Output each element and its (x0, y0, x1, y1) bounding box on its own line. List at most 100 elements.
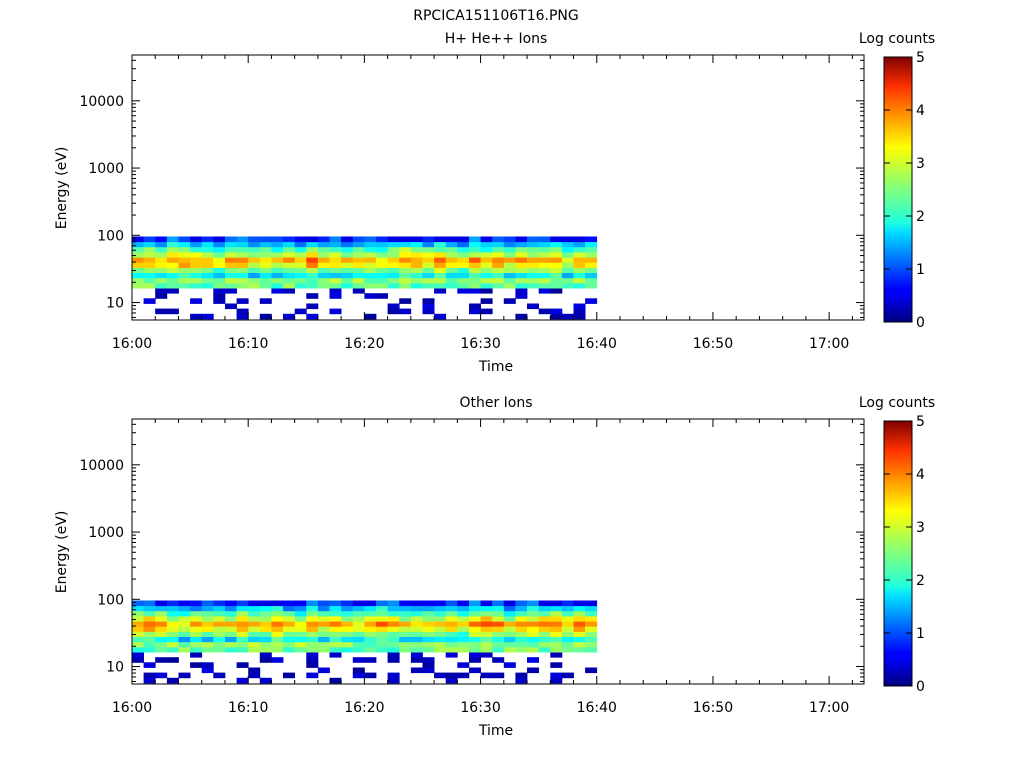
heatmap-cell (422, 657, 435, 663)
heatmap-cell (457, 262, 470, 268)
heatmap-cell (271, 616, 284, 622)
heatmap-cell (469, 272, 481, 279)
heatmap-cell (550, 641, 563, 648)
heatmap-cell (143, 600, 156, 607)
colorbar-label: Log counts (859, 31, 935, 47)
heatmap-cell (259, 262, 272, 268)
heatmap-cell (201, 313, 214, 320)
heatmap-cell (294, 600, 307, 607)
heatmap-cell (225, 631, 237, 637)
x-axis: 16:00 16:10 16:20 16:30 16:40 16:50 17:00 (112, 419, 853, 716)
heatmap-cell (387, 308, 400, 315)
heatmap-cell (538, 626, 551, 632)
heatmap-cell (387, 616, 400, 622)
heatmap-cell (178, 600, 191, 607)
heatmap-cell (503, 631, 516, 637)
heatmap-cell (527, 636, 539, 643)
heatmap-cell (445, 621, 458, 627)
heatmap-cell (317, 267, 330, 273)
heatmap-cell (515, 277, 528, 284)
heatmap-cell (283, 241, 295, 248)
heatmap-cell (306, 626, 319, 632)
heatmap-cell (166, 677, 179, 684)
figure-title: RPCICA151106T16.PNG (413, 8, 578, 24)
heatmap-cell (283, 672, 295, 679)
heatmap-cell (387, 636, 400, 643)
heatmap-cell (503, 600, 516, 607)
heatmap-cell (364, 313, 377, 320)
heatmap-cell (492, 272, 505, 279)
heatmap-cell (271, 636, 284, 643)
heatmap-cell (306, 246, 319, 253)
heatmap-cell (445, 605, 458, 612)
heatmap-cell (283, 262, 295, 268)
heatmap-cell (585, 246, 598, 253)
heatmap-cell (538, 288, 551, 294)
heatmap-cell (480, 621, 493, 627)
heatmap-cell (317, 605, 330, 612)
heatmap-cell (143, 272, 156, 279)
heatmap-cell (561, 636, 574, 643)
heatmap-cell (155, 621, 168, 627)
heatmap-cell (492, 246, 505, 253)
heatmap-cell (259, 236, 272, 243)
heatmap-cell (178, 267, 191, 273)
heatmap-cell (259, 282, 272, 289)
heatmap-cell (561, 605, 574, 612)
heatmap-cell (178, 641, 191, 648)
y-tick-label: 10 (106, 296, 124, 312)
colorbar-tick-label: 4 (916, 467, 925, 483)
heatmap-cell (515, 626, 528, 632)
heatmap-cell (352, 672, 365, 679)
heatmap-cell (143, 241, 156, 248)
heatmap-cell (399, 257, 412, 263)
heatmap-cell (469, 605, 481, 612)
heatmap-cell (422, 600, 435, 607)
heatmap-cell (399, 600, 412, 607)
heatmap-cell (469, 641, 481, 648)
heatmap-cell (480, 277, 493, 284)
heatmap-cell (329, 257, 342, 263)
heatmap-cell (422, 626, 435, 632)
heatmap-cell (515, 252, 528, 258)
heatmap-cell (538, 621, 551, 627)
heatmap-cell (480, 652, 493, 658)
heatmap-cell (271, 252, 284, 258)
heatmap-cell (573, 308, 586, 315)
heatmap-cell (155, 246, 168, 253)
heatmap-cell (387, 303, 400, 310)
heatmap-cell (190, 267, 203, 273)
heatmap-cell (201, 667, 214, 674)
heatmap-cell (329, 241, 342, 248)
heatmap-cell (410, 657, 423, 663)
colorbar-tick-label: 5 (916, 414, 925, 430)
heatmap-cell (527, 631, 539, 637)
heatmap-cell (166, 277, 179, 284)
heatmap-cell (155, 262, 168, 268)
heatmap-cell (376, 257, 388, 263)
heatmap-cell (225, 262, 237, 268)
heatmap-cell (294, 631, 307, 637)
heatmap-cell (434, 313, 447, 320)
heatmap-cell (457, 672, 470, 679)
heatmap-cell (422, 246, 435, 253)
heatmap-cell (259, 267, 272, 273)
heatmap-cell (259, 652, 272, 658)
heatmap-cell (480, 241, 493, 248)
heatmap-cell (480, 262, 493, 268)
heatmap-cell (480, 272, 493, 279)
heatmap-cell (387, 677, 400, 684)
heatmap-cell (376, 610, 388, 617)
heatmap-cell (283, 246, 295, 253)
heatmap-cell (143, 298, 156, 304)
heatmap-cell (132, 621, 144, 627)
heatmap-cell (527, 267, 539, 273)
heatmap-cell (155, 636, 168, 643)
heatmap-cell (306, 605, 319, 612)
heatmap-cell (550, 631, 563, 637)
heatmap-cell (166, 241, 179, 248)
heatmap-cell (399, 298, 412, 304)
heatmap-cell (132, 257, 144, 263)
heatmap-cell (283, 267, 295, 273)
heatmap-cell (410, 605, 423, 612)
